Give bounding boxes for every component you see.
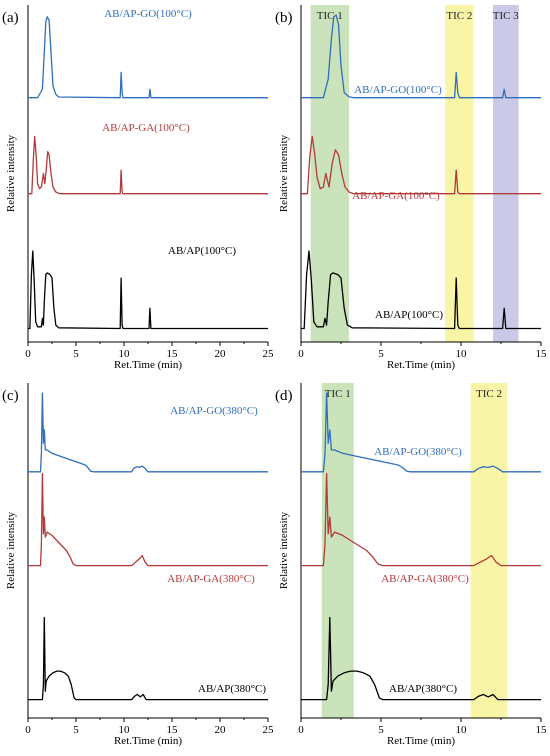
- series-label: AB/AP(380°C): [198, 683, 266, 695]
- x-tick-label: 15: [536, 724, 548, 736]
- y-axis-label: Relative intensity: [278, 511, 290, 589]
- series-line: [28, 472, 268, 567]
- panel-label: (b): [275, 10, 293, 26]
- tic-band-label: TIC 2: [446, 10, 472, 22]
- series-label: AB/AP-GO(100°C): [354, 84, 442, 96]
- tic-band-label: TIC 2: [476, 388, 502, 400]
- x-axis-label: Ret.Time (min): [387, 359, 455, 371]
- panel-label: (a): [2, 10, 19, 26]
- x-tick-label: 15: [536, 348, 548, 360]
- x-axis-label: Ret.Time (min): [387, 735, 455, 747]
- series-line: [301, 135, 541, 195]
- x-tick-label: 10: [119, 348, 131, 360]
- series-line: [301, 250, 541, 330]
- tic-band: [321, 383, 354, 718]
- x-tick-label: 5: [73, 348, 79, 360]
- series-line: [28, 616, 268, 701]
- series-label: AB/AP(100°C): [375, 309, 443, 321]
- series-line: [301, 472, 541, 567]
- series-label: AB/AP-GO(380°C): [374, 446, 462, 458]
- tic-band-label: TIC 1: [317, 10, 343, 22]
- x-tick-label: 0: [25, 724, 31, 736]
- panel-d: TIC 1 TIC 2 0 5 10 15 Ret.Time (min) Relative i…: [275, 383, 547, 747]
- series-line: [28, 16, 268, 99]
- x-tick-label: 0: [25, 348, 31, 360]
- x-tick-label: 25: [263, 724, 275, 736]
- x-tick-label: 25: [263, 348, 275, 360]
- series-label: AB/AP(380°C): [389, 683, 457, 695]
- series-line: [301, 14, 541, 99]
- x-tick-label: 20: [215, 348, 227, 360]
- series-label: AB/AP-GO(380°C): [170, 405, 258, 417]
- x-tick-label: 10: [456, 724, 468, 736]
- panel-b: TIC 1 TIC 2 TIC 3 0 5 10 15 Ret.Time (min) Relat…: [275, 5, 547, 371]
- x-tick-label: 10: [456, 348, 468, 360]
- x-axis-label: Ret.Time (min): [114, 735, 182, 747]
- x-tick-label: 15: [167, 724, 179, 736]
- x-tick-label: 5: [73, 724, 79, 736]
- x-tick-label: 5: [378, 348, 384, 360]
- series-label: AB/AP-GA(100°C): [102, 122, 190, 134]
- tic-band: [470, 383, 508, 718]
- series-line: [28, 392, 268, 473]
- x-tick-label: 0: [298, 348, 304, 360]
- panel-label: (c): [2, 388, 19, 404]
- series-label: AB/AP-GO(100°C): [104, 8, 192, 20]
- y-axis-label: Relative intensity: [5, 511, 17, 589]
- series-label: AB/AP-GA(380°C): [381, 573, 469, 585]
- x-tick-label: 15: [167, 348, 179, 360]
- series-label: AB/AP(100°C): [168, 245, 236, 257]
- y-axis-label: Relative intensity: [5, 134, 17, 212]
- x-tick-label: 10: [119, 724, 131, 736]
- tic-band-label: TIC 3: [493, 10, 519, 22]
- x-tick-label: 5: [378, 724, 384, 736]
- panel-label: (d): [275, 388, 293, 404]
- series-label: AB/AP-GA(100°C): [352, 190, 440, 202]
- series-line: [301, 616, 541, 701]
- series-label: AB/AP-GA(380°C): [167, 573, 255, 585]
- series-line: [28, 250, 268, 330]
- tic-band: [493, 5, 519, 342]
- x-axis-label: Ret.Time (min): [114, 359, 182, 371]
- y-axis-label: Relative intensity: [278, 134, 290, 212]
- tic-band: [445, 5, 474, 342]
- panel-a: 0 5 10 15 20 25 Ret.Time (min) Relative intensi…: [2, 5, 274, 371]
- x-tick-label: 0: [298, 724, 304, 736]
- panel-c: 0 5 10 15 20 25 Ret.Time (min) Relative intensi…: [2, 383, 274, 747]
- x-tick-label: 20: [215, 724, 227, 736]
- series-line: [301, 392, 541, 473]
- tic-band-label: TIC 1: [325, 388, 351, 400]
- series-line: [28, 135, 268, 195]
